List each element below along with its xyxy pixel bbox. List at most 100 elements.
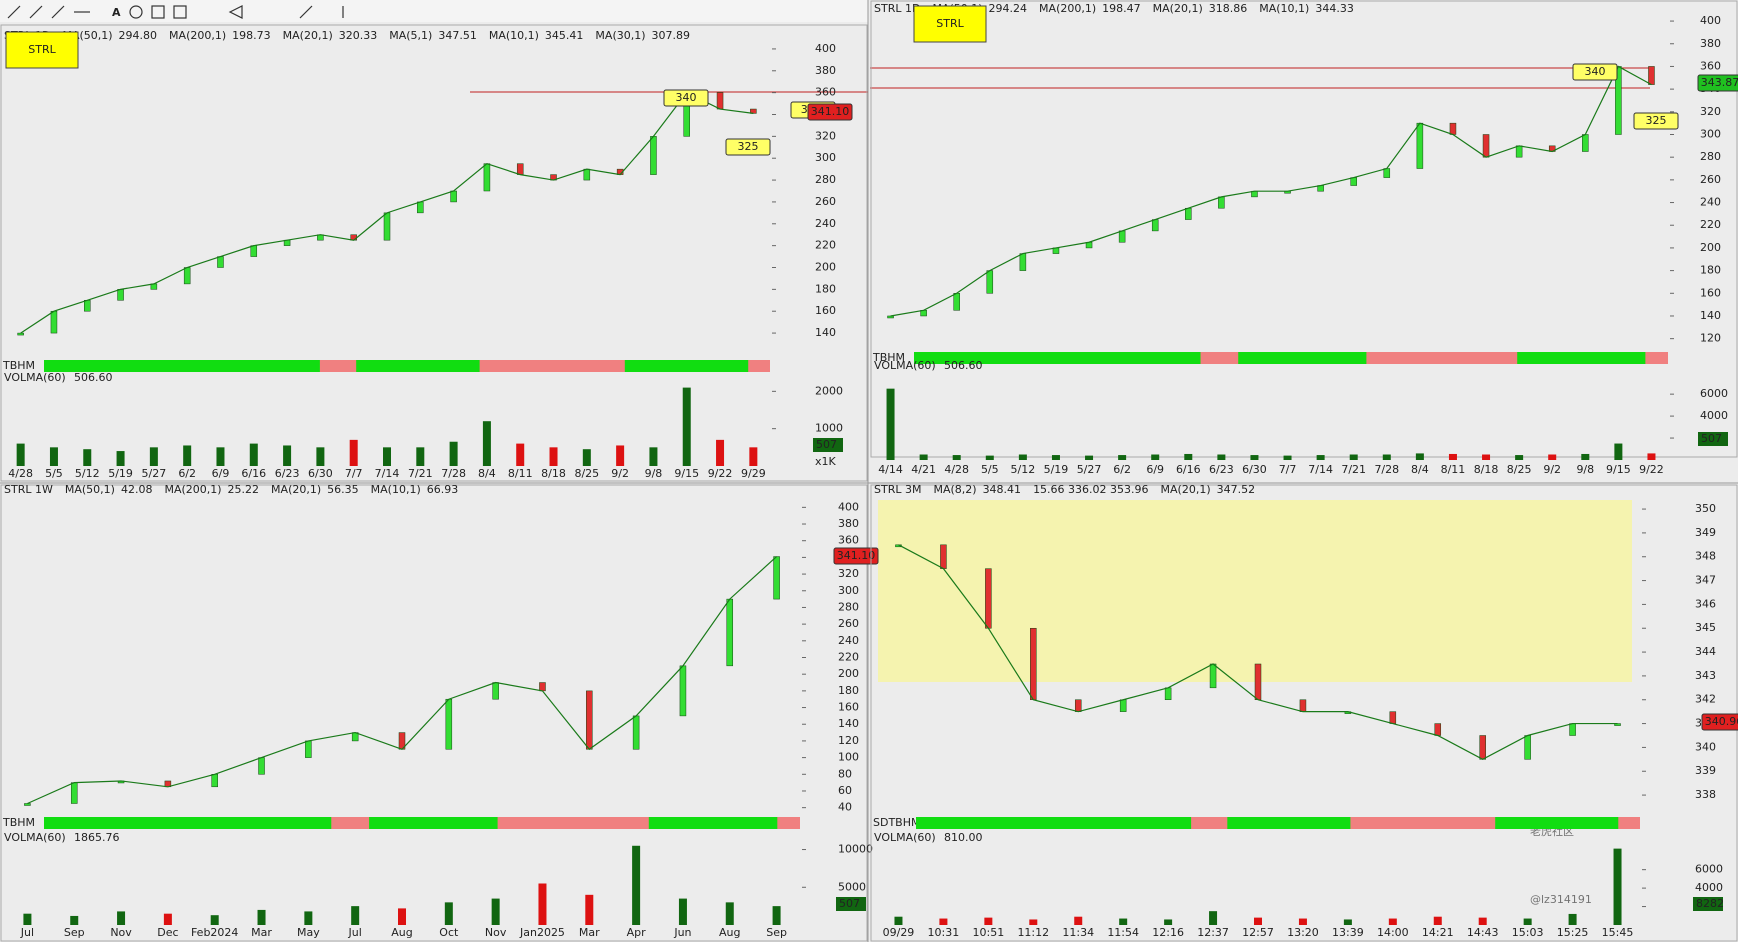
candle [417, 201, 424, 214]
volume-bar [549, 447, 558, 466]
volume-last-bg [813, 438, 843, 452]
x-tick-label: 4/21 [911, 463, 936, 476]
volume-bar [1298, 918, 1307, 925]
candle [1254, 663, 1262, 700]
band-segment [512, 817, 649, 829]
tool-extended[interactable] [51, 5, 65, 19]
x-tick-label: 11:54 [1107, 926, 1139, 939]
volume-bar [1029, 919, 1038, 925]
candle [953, 293, 960, 311]
candle [539, 682, 546, 692]
volume-bar [1316, 455, 1325, 460]
x-tick-label: 6/23 [1209, 463, 1234, 476]
tool-text[interactable]: A [112, 6, 121, 19]
x-tick-label: 6/2 [1113, 463, 1131, 476]
x-tick-label: Aug [719, 926, 740, 939]
y-tick-label: 347 [1695, 574, 1716, 587]
tool-rect[interactable] [151, 5, 165, 19]
y-tick-label: 160 [815, 304, 836, 317]
y-tick-label: 80 [838, 767, 852, 780]
x-tick-label: 7/28 [441, 467, 466, 480]
x-tick-label: 6/9 [1146, 463, 1164, 476]
band-label: TBHM [872, 351, 905, 364]
x-tick-label: 9/29 [741, 467, 766, 480]
panel-bg [870, 484, 1738, 942]
y-tick-label: 120 [838, 734, 859, 747]
candle [183, 267, 191, 285]
y-tick-label: 360 [838, 534, 859, 547]
volume-bar [1343, 919, 1352, 925]
x-tick-label: 8/11 [508, 467, 533, 480]
x-tick-label: Nov [485, 926, 507, 939]
panel-bg [0, 24, 868, 482]
candle [217, 256, 224, 268]
volume-bar [1119, 918, 1128, 925]
volume-bar [749, 447, 758, 466]
price-tag [807, 103, 853, 121]
tool-ray[interactable] [29, 5, 43, 19]
tool-line[interactable] [7, 5, 21, 19]
price-tag [663, 89, 709, 107]
volume-bar [985, 455, 994, 460]
volume-bar [1051, 455, 1060, 460]
candle [1434, 723, 1442, 736]
tool-triangle[interactable] [228, 5, 243, 19]
band-segment [1618, 817, 1640, 829]
volume-bar [538, 883, 547, 925]
x-tick-label: 10:31 [928, 926, 960, 939]
x-tick-label: 7/14 [375, 467, 400, 480]
candle [1569, 723, 1576, 736]
y-tick-label: 160 [838, 701, 859, 714]
x-tick-label: 5/19 [1044, 463, 1069, 476]
x-tick-label: Jun [673, 926, 691, 939]
price-tag-label: 341.10 [811, 105, 850, 118]
x-tick-label: 6/23 [275, 467, 300, 480]
x-tick-label: Jan2025 [519, 926, 565, 939]
volume-last-bg [1693, 897, 1723, 911]
indicator-value: 25.22 [228, 483, 260, 496]
panel-bg [0, 484, 868, 942]
price-tag-label: 340 [676, 91, 697, 104]
x-tick-label: 8/11 [1441, 463, 1466, 476]
volume-bar [383, 447, 391, 466]
volume-bar [516, 443, 525, 466]
indicator-value: 318.86 [1209, 2, 1248, 15]
candle [17, 332, 24, 336]
indicator-name: MA(10,1) [489, 29, 539, 42]
x-tick-label: 6/16 [241, 467, 266, 480]
x-tick-label: 14:00 [1377, 926, 1409, 939]
x-tick-label: 8/4 [1411, 463, 1429, 476]
candle [1582, 134, 1589, 152]
candle [1449, 122, 1457, 135]
volume-bar [1074, 916, 1083, 925]
candle [1074, 699, 1082, 712]
y-tick-label: 120 [1700, 332, 1721, 345]
volume-tick-label: 4000 [1700, 409, 1728, 422]
candle [586, 690, 593, 750]
y-tick-label: 180 [1700, 264, 1721, 277]
candle [1389, 711, 1397, 724]
tool-rect2[interactable] [173, 5, 187, 19]
tool-ellipse[interactable] [129, 5, 143, 19]
volume-bar [678, 898, 687, 925]
tool-fib[interactable] [299, 5, 313, 19]
y-tick-label: 220 [815, 239, 836, 252]
indicator-name: MA(20,1) [1161, 483, 1211, 496]
price-tag-label: 325 [1646, 114, 1667, 127]
band-segment [1645, 352, 1668, 364]
band-label: SDTBHM [873, 816, 920, 829]
price-tag-label: 340 [1585, 65, 1606, 78]
volume-last-bg [836, 897, 866, 911]
volume-bar [1614, 443, 1623, 460]
candle [1524, 735, 1531, 760]
volume-bar [682, 387, 691, 466]
y-tick-label: 60 [838, 784, 852, 797]
y-tick-label: 380 [1700, 37, 1721, 50]
volume-bar [772, 906, 781, 925]
volume-last-bg [1698, 432, 1728, 446]
candle [887, 315, 894, 319]
x-tick-label: 9/8 [1576, 463, 1594, 476]
band-segment [777, 817, 800, 829]
volume-bar [70, 915, 79, 925]
